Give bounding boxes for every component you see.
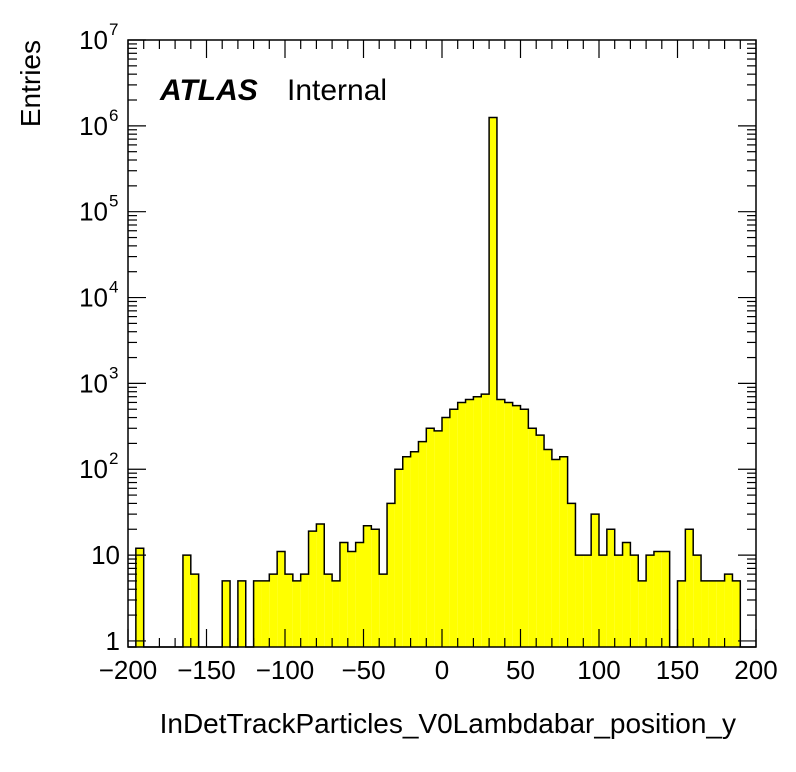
histogram-bin-34 <box>481 394 490 647</box>
histogram-bin-41 <box>536 435 545 647</box>
x-tick-label: 200 <box>734 655 777 685</box>
histogram-bin-57 <box>661 551 670 647</box>
histogram-bin-50 <box>606 529 615 647</box>
y-axis-label: Entries <box>15 40 46 127</box>
histogram-bin-43 <box>551 459 560 647</box>
x-axis-tick-labels: −200 −150 −100 −50 0 50 100 150 200 <box>99 655 778 685</box>
x-axis-label: InDetTrackParticles_V0Lambdabar_position… <box>160 708 736 739</box>
histogram-bin-39 <box>520 409 529 647</box>
histogram-bin-60 <box>693 555 702 647</box>
internal-label: Internal <box>287 74 387 107</box>
x-tick-label: −150 <box>177 655 236 685</box>
histogram-bin-4 <box>237 580 246 647</box>
y-tick-label: 10 <box>91 540 120 570</box>
histogram-bin-15 <box>332 580 340 647</box>
histogram-bin-48 <box>591 514 599 647</box>
histogram-bin-19 <box>363 525 372 647</box>
histogram-bin-42 <box>544 449 552 647</box>
histogram-bin-2 <box>190 574 199 647</box>
histogram-bin-1 <box>182 555 191 647</box>
histogram-bin-32 <box>465 399 474 647</box>
y-tick-label: 10 <box>79 111 108 141</box>
histogram-bins <box>135 117 741 648</box>
x-tick-label: −50 <box>341 655 385 685</box>
histogram-bin-20 <box>371 529 380 647</box>
histogram-bin-21 <box>379 574 388 647</box>
histogram-bin-10 <box>292 580 301 647</box>
histogram-bin-11 <box>300 574 309 647</box>
histogram-bin-54 <box>638 580 647 647</box>
histogram-bin-18 <box>355 542 364 647</box>
histogram-bin-36 <box>496 399 505 647</box>
histogram-bin-25 <box>410 451 419 647</box>
histogram-bin-12 <box>308 531 317 647</box>
histogram-bin-46 <box>575 555 584 647</box>
histogram-bin-49 <box>599 555 607 647</box>
histogram-bin-26 <box>418 441 427 647</box>
histogram-bin-16 <box>339 542 348 647</box>
y-tick-exponent: 7 <box>109 20 118 39</box>
histogram-bin-9 <box>285 574 293 647</box>
histogram-bin-62 <box>708 580 717 647</box>
histogram-bin-59 <box>685 529 694 647</box>
x-tick-label: −200 <box>99 655 158 685</box>
y-tick-exponent: 3 <box>109 363 118 382</box>
histogram-bin-5 <box>253 580 262 647</box>
histogram-bin-31 <box>457 402 466 647</box>
x-tick-label: 150 <box>656 655 699 685</box>
histogram-bin-35 <box>489 117 497 648</box>
x-tick-label: 100 <box>577 655 620 685</box>
histogram-bin-51 <box>614 555 623 647</box>
y-tick-label: 10 <box>79 25 108 55</box>
histogram-bin-61 <box>701 580 709 647</box>
histogram-bin-33 <box>473 396 482 647</box>
histogram-bin-64 <box>724 574 733 647</box>
histogram-bin-47 <box>583 555 592 647</box>
histogram-bin-55 <box>646 555 654 647</box>
histogram-bin-22 <box>387 503 395 647</box>
y-tick-exponent: 2 <box>109 449 118 468</box>
histogram-bin-53 <box>630 555 639 647</box>
x-tick-label: −100 <box>256 655 315 685</box>
histogram-bin-52 <box>622 542 631 647</box>
histogram-bin-13 <box>316 524 325 647</box>
y-axis-ticks <box>128 39 756 642</box>
y-tick-label: 1 <box>106 626 120 656</box>
histogram-bin-6 <box>261 580 270 647</box>
histogram-bin-27 <box>426 428 435 647</box>
x-tick-label: 0 <box>435 655 449 685</box>
y-tick-exponent: 5 <box>109 192 118 211</box>
histogram-bin-63 <box>716 580 725 647</box>
y-tick-label: 10 <box>79 368 108 398</box>
y-tick-label: 10 <box>79 454 108 484</box>
histogram-bin-45 <box>567 503 576 647</box>
histogram-bin-58 <box>677 580 686 647</box>
histogram-bin-37 <box>504 402 513 647</box>
histogram-bin-24 <box>402 456 411 647</box>
y-tick-exponent: 4 <box>109 278 118 297</box>
histogram-bin-29 <box>442 417 450 647</box>
histogram-bin-38 <box>512 405 521 647</box>
histogram-bin-28 <box>434 430 442 647</box>
histogram-bin-17 <box>347 551 356 647</box>
x-tick-label: 50 <box>506 655 535 685</box>
histogram-bin-7 <box>269 574 278 647</box>
y-tick-label: 10 <box>79 197 108 227</box>
histogram-bin-14 <box>324 574 333 647</box>
histogram-bin-3 <box>222 580 231 647</box>
atlas-label: ATLAS <box>159 74 258 107</box>
x-axis-ticks <box>127 40 757 647</box>
histogram-bin-8 <box>277 551 285 647</box>
histogram-bin-44 <box>559 456 568 647</box>
histogram-bin-56 <box>653 551 662 647</box>
histogram-bin-30 <box>449 409 458 647</box>
histogram-bin-40 <box>528 428 537 647</box>
histogram-bin-23 <box>394 469 403 647</box>
histogram-bin-65 <box>732 580 741 647</box>
histogram-bin-0 <box>135 548 144 647</box>
y-tick-exponent: 6 <box>109 106 118 125</box>
y-tick-label: 10 <box>79 283 108 313</box>
